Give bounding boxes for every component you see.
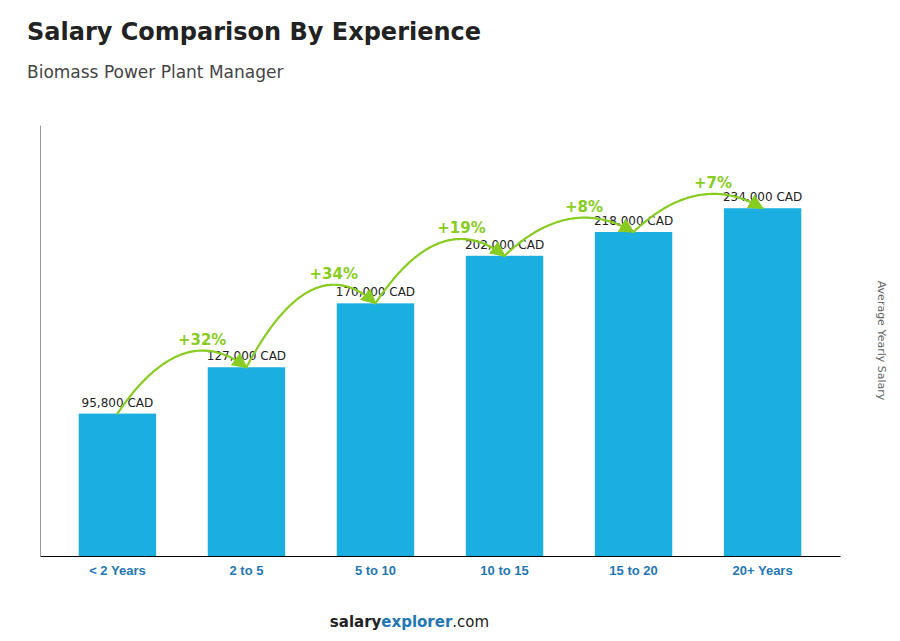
- x-tick-label: 15 to 20: [609, 563, 657, 578]
- chart: Salary Comparison By Experience Biomass P…: [0, 0, 900, 641]
- y-axis: [40, 126, 41, 557]
- x-tick: 5 to 10: [355, 556, 396, 578]
- change-label: +7%: [694, 174, 732, 192]
- x-axis-line: [41, 556, 841, 557]
- x-tick: 2 to 5: [229, 556, 263, 578]
- bar: [724, 208, 801, 556]
- bar: [208, 367, 285, 556]
- subtitle: Biomass Power Plant Manager: [27, 62, 283, 82]
- x-tick: 20+ Years: [733, 556, 793, 578]
- change-arrow: [505, 218, 634, 256]
- footer-part: salary: [330, 613, 382, 631]
- y-axis-line: [40, 126, 41, 557]
- data-labels: 95,800 CAD127,000 CAD170,000 CAD202,000 …: [82, 190, 803, 409]
- change-label: +19%: [437, 219, 485, 237]
- bar: [466, 256, 543, 556]
- change-label: +8%: [565, 198, 603, 216]
- footer-part: .com: [452, 613, 489, 631]
- x-tick-label: 20+ Years: [733, 563, 793, 578]
- change-arrow: [375, 239, 504, 303]
- x-axis: < 2 Years 2 to 5 5 to 10 10 to 15 15 to 20 20…: [41, 556, 841, 578]
- change-label: +34%: [310, 265, 358, 283]
- x-tick: 10 to 15: [480, 556, 528, 578]
- x-tick: 15 to 20: [609, 556, 657, 578]
- title: Salary Comparison By Experience: [27, 18, 481, 46]
- data-label: 202,000 CAD: [465, 238, 544, 252]
- change-arrow: [634, 194, 763, 232]
- y-label: Average Yearly Salary: [875, 281, 888, 401]
- x-tick-label: 2 to 5: [229, 563, 263, 578]
- data-label: 127,000 CAD: [207, 349, 286, 363]
- bar: [337, 303, 414, 556]
- x-tick-label: < 2 Years: [89, 563, 146, 578]
- bar: [79, 414, 156, 556]
- change-arrow: [246, 285, 375, 368]
- x-tick-label: 10 to 15: [480, 563, 528, 578]
- change-arrow: [117, 351, 246, 414]
- change-label: +32%: [178, 331, 226, 349]
- change-arcs: +32% +34% +19% +8% +7%: [117, 174, 762, 414]
- x-tick: < 2 Years: [89, 556, 146, 578]
- plot: < 2 Years 2 to 5 5 to 10 10 to 15 15 to 20 20…: [41, 126, 841, 579]
- bars: [79, 208, 802, 556]
- x-tick-label: 5 to 10: [355, 563, 396, 578]
- footer-part: explorer: [381, 613, 453, 631]
- data-label: 95,800 CAD: [82, 396, 154, 410]
- bar: [595, 232, 672, 556]
- footer: salaryexplorer.com: [330, 613, 489, 631]
